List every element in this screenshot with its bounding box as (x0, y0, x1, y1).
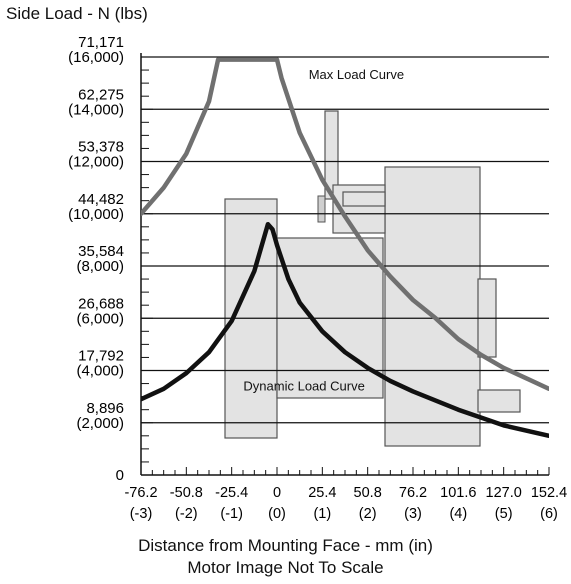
series-line-max-load (141, 57, 549, 392)
x-tick-label-in: (-3) (130, 506, 153, 522)
x-tick-label-mm: -76.2 (124, 485, 157, 501)
x-tick-label-mm: 152.4 (531, 485, 567, 501)
curves: Max Load Curve Dynamic Load Curve (141, 57, 549, 439)
y-tick-label-lbs: (10,000) (68, 206, 124, 223)
x-tick-label-in: (1) (313, 506, 331, 522)
x-tick-label-mm: 25.4 (308, 485, 336, 501)
y-tick-label-n: 44,482 (78, 191, 124, 208)
series-label-max-load: Max Load Curve (309, 67, 404, 82)
chart-title: Side Load - N (lbs) (6, 4, 148, 23)
y-tick-label-n: 71,171 (78, 34, 124, 51)
motor-part (477, 389, 521, 413)
y-tick-label-n: 8,896 (86, 400, 124, 417)
motor-part (342, 191, 386, 207)
tick-labels: 0 8,896(2,000) 17,792(4,000) 26,688(6,000) 3… (68, 34, 567, 522)
motor-part (324, 110, 339, 200)
x-tick-label-in: (3) (404, 506, 422, 522)
x-tick-label-in: (-2) (175, 506, 198, 522)
series-line-dynamic-load (141, 221, 549, 439)
x-tick-label-mm: -50.8 (170, 485, 203, 501)
x-tick-label-mm: 50.8 (354, 485, 382, 501)
x-tick-label-in: (0) (268, 506, 286, 522)
x-axis-label: Distance from Mounting Face - mm (in) (138, 536, 433, 555)
y-tick-label-n: 17,792 (78, 348, 124, 365)
y-tick-label-lbs: (12,000) (68, 154, 124, 171)
y-tick-label-n: 62,275 (78, 86, 124, 103)
series-label-dynamic-load: Dynamic Load Curve (243, 379, 364, 394)
chart-subtitle: Motor Image Not To Scale (187, 558, 384, 577)
y-tick-label-n: 0 (116, 467, 124, 484)
y-tick-label-lbs: (6,000) (76, 310, 124, 327)
y-tick-label-lbs: (16,000) (68, 49, 124, 66)
x-tick-label-in: (4) (449, 506, 467, 522)
x-tick-label-in: (-1) (220, 506, 243, 522)
x-tick-label-mm: 101.6 (440, 485, 476, 501)
motor-part (384, 166, 481, 447)
y-tick-label-lbs: (2,000) (76, 415, 124, 432)
x-tick-label-in: (5) (495, 506, 513, 522)
motor-part (317, 195, 326, 223)
y-tick-label-n: 53,378 (78, 139, 124, 156)
x-tick-label-mm: 127.0 (486, 485, 522, 501)
y-tick-label-n: 26,688 (78, 295, 124, 312)
x-tick-label-in: (6) (540, 506, 558, 522)
y-tick-label-n: 35,584 (78, 243, 124, 260)
x-tick-label-mm: -25.4 (215, 485, 248, 501)
axes (140, 53, 550, 476)
y-tick-label-lbs: (4,000) (76, 363, 124, 380)
y-tick-label-lbs: (14,000) (68, 101, 124, 118)
y-tick-label-lbs: (8,000) (76, 258, 124, 275)
x-tick-label-mm: 76.2 (399, 485, 427, 501)
x-tick-label-mm: 0 (273, 485, 281, 501)
x-tick-label-in: (2) (359, 506, 377, 522)
